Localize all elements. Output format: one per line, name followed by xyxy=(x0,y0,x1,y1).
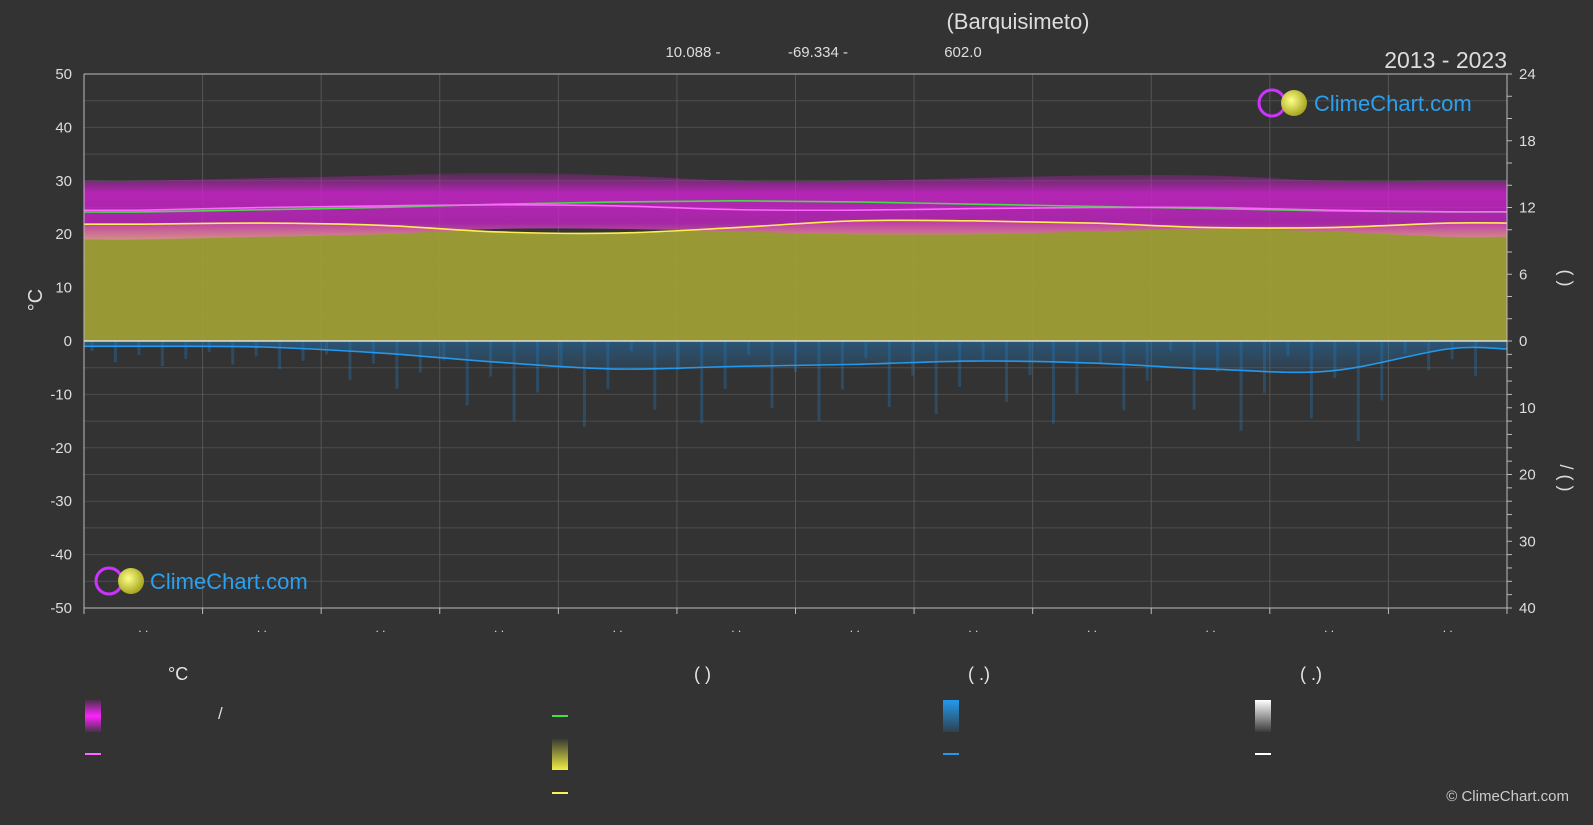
right-top-tick-label: 24 xyxy=(1519,66,1536,83)
month-tick-label: . . xyxy=(1087,621,1097,635)
month-tick-label: . . xyxy=(1443,621,1453,635)
left-tick-label: 0 xyxy=(64,333,72,350)
right-axis-bottom-label: / ( ) xyxy=(1556,465,1576,492)
month-tick-label: . . xyxy=(1206,621,1216,635)
legend-snow-swatch xyxy=(1255,700,1271,732)
right-bottom-tick-label: 20 xyxy=(1519,467,1536,484)
legend-snow-head: ( .) xyxy=(1300,664,1322,684)
right-bottom-tick-label: 10 xyxy=(1519,400,1536,417)
legend-sunshine-line xyxy=(552,792,568,794)
temp-range-band xyxy=(84,172,1507,240)
month-tick-label: . . xyxy=(1324,621,1334,635)
left-tick-label: -10 xyxy=(50,386,72,403)
copyright: © ClimeChart.com xyxy=(1446,788,1569,805)
logo-bottom: ClimeChart.com xyxy=(94,566,308,596)
right-top-tick-label: 0 xyxy=(1519,333,1527,350)
left-axis-unit: °C xyxy=(25,289,47,311)
logo-sun-icon xyxy=(1281,90,1307,116)
month-tick-label: . . xyxy=(138,621,148,635)
left-tick-label: -50 xyxy=(50,600,72,617)
month-tick-label: . . xyxy=(375,621,385,635)
precip-line xyxy=(83,345,1508,374)
left-tick-label: 20 xyxy=(55,226,72,243)
right-axis-top-label: ( ) xyxy=(1556,270,1576,287)
precipitation-area xyxy=(84,341,1507,441)
logo-text: ClimeChart.com xyxy=(1314,91,1472,116)
temperature-band xyxy=(84,172,1507,240)
logo-top: ClimeChart.com xyxy=(1257,88,1472,118)
legend-temp-range-label: / xyxy=(218,704,223,723)
right-bottom-tick-label: 30 xyxy=(1519,533,1536,550)
legend-rain-line xyxy=(943,753,959,755)
legend-mean-temp-line xyxy=(85,753,101,755)
month-tick-label: . . xyxy=(494,621,504,635)
climate-chart: 50 40 30 20 10 0 -10 -20 -30 -40 -50 24 18 12 6 0 10 20 30… xyxy=(25,9,1576,635)
left-tick-label: 40 xyxy=(55,119,72,136)
legend-snow-line xyxy=(1255,753,1271,755)
right-top-tick-label: 18 xyxy=(1519,133,1536,150)
month-tick-label: . . xyxy=(257,621,267,635)
period-label: 2013 - 2023 xyxy=(1384,47,1507,73)
series-lines xyxy=(83,200,1508,374)
month-tick-label: . . xyxy=(613,621,623,635)
longitude-label: -69.334 - xyxy=(788,44,848,61)
mean-temp-line xyxy=(83,204,1508,213)
logo-text: ClimeChart.com xyxy=(150,569,308,594)
sunshine-line xyxy=(83,219,1508,235)
legend-temp-range-swatch xyxy=(85,700,101,732)
legend-sun-head: ( ) xyxy=(694,664,711,684)
right-top-tick-label: 6 xyxy=(1519,266,1527,283)
legend-daylight-line xyxy=(552,715,568,717)
left-tick-label: 50 xyxy=(55,66,72,83)
legend-rain-head: ( .) xyxy=(968,664,990,684)
left-tick-label: -40 xyxy=(50,547,72,564)
latitude-label: 10.088 - xyxy=(665,44,720,61)
month-tick-label: . . xyxy=(968,621,978,635)
legend-rain-swatch xyxy=(943,700,959,732)
precip-area xyxy=(84,341,1507,373)
legend-temp-head: °C xyxy=(168,664,189,684)
left-tick-label: 10 xyxy=(55,280,72,297)
legend-sunshine-swatch xyxy=(552,738,568,770)
right-top-tick-label: 12 xyxy=(1519,200,1536,217)
left-tick-label: -20 xyxy=(50,440,72,457)
sunshine-fill xyxy=(84,220,1507,341)
daylight-line xyxy=(83,200,1508,213)
chart-title: (Barquisimeto) xyxy=(946,9,1089,34)
logo-sun-icon xyxy=(118,568,144,594)
left-tick-label: -30 xyxy=(50,493,72,510)
left-tick-label: 30 xyxy=(55,173,72,190)
month-tick-label: . . xyxy=(731,621,741,635)
sunshine-area xyxy=(84,220,1507,341)
elevation-label: 602.0 xyxy=(944,44,982,61)
month-tick-label: . . xyxy=(850,621,860,635)
right-bottom-tick-label: 40 xyxy=(1519,600,1536,617)
axes: 50 40 30 20 10 0 -10 -20 -30 -40 -50 24 18 12 6 0 10 20 30… xyxy=(50,66,1535,635)
